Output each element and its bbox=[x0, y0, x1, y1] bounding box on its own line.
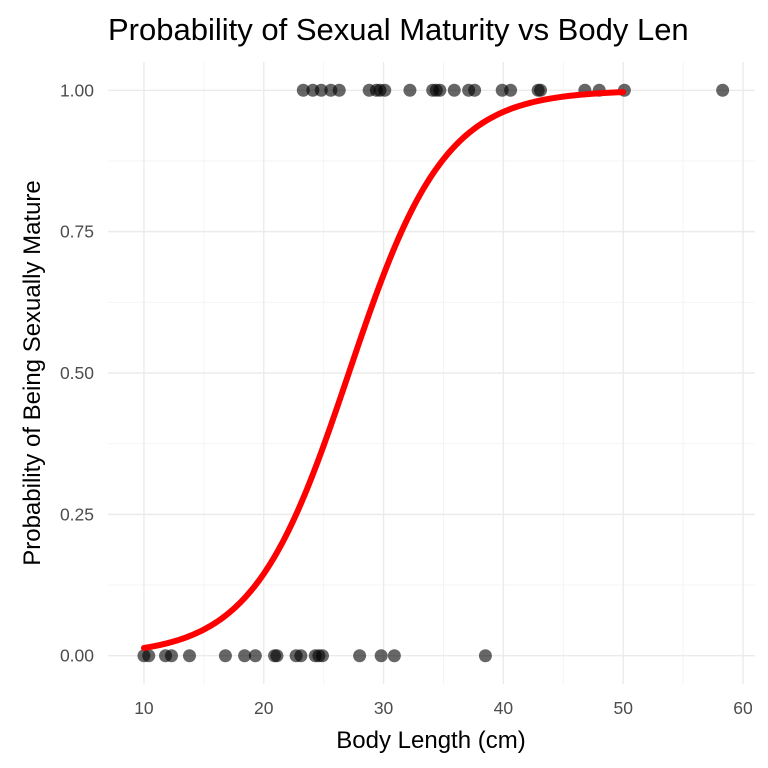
data-point bbox=[314, 83, 328, 97]
data-point bbox=[504, 83, 518, 97]
x-tick-label: 30 bbox=[374, 698, 394, 718]
data-point bbox=[218, 649, 232, 663]
data-point bbox=[315, 649, 329, 663]
x-tick-label: 50 bbox=[613, 698, 633, 718]
tick-labels: 10 20 30 40 50 60 0.00 0.25 0.50 0.75 1.00 bbox=[60, 80, 753, 718]
data-point bbox=[387, 649, 401, 663]
data-point bbox=[238, 649, 252, 663]
data-point bbox=[447, 83, 461, 97]
y-tick-label: 0.00 bbox=[60, 646, 94, 666]
y-tick-label: 0.75 bbox=[60, 222, 94, 242]
y-tick-label: 0.25 bbox=[60, 504, 94, 524]
data-point bbox=[332, 83, 346, 97]
data-point bbox=[478, 649, 492, 663]
data-point bbox=[353, 649, 367, 663]
logistic-curve-line bbox=[140, 89, 627, 651]
fitted-curve bbox=[140, 89, 627, 651]
data-point bbox=[142, 649, 156, 663]
data-point bbox=[378, 83, 392, 97]
data-point bbox=[374, 649, 388, 663]
data-point bbox=[403, 83, 417, 97]
data-point bbox=[294, 649, 308, 663]
chart-title: Probability of Sexual Maturity vs Body L… bbox=[108, 12, 689, 47]
scatter-points bbox=[137, 83, 730, 663]
x-axis-title: Body Length (cm) bbox=[336, 727, 525, 754]
x-tick-label: 10 bbox=[134, 698, 154, 718]
data-point bbox=[248, 649, 262, 663]
y-axis-title: Probability of Being Sexually Mature bbox=[19, 180, 46, 566]
x-tick-label: 60 bbox=[733, 698, 753, 718]
data-point bbox=[534, 83, 548, 97]
data-point bbox=[433, 83, 447, 97]
y-tick-label: 1.00 bbox=[60, 80, 94, 100]
data-point bbox=[270, 649, 284, 663]
data-point bbox=[716, 83, 730, 97]
data-point bbox=[296, 83, 310, 97]
data-point bbox=[165, 649, 179, 663]
x-tick-label: 20 bbox=[254, 698, 274, 718]
grid bbox=[108, 62, 755, 684]
data-point bbox=[182, 649, 196, 663]
x-tick-label: 40 bbox=[494, 698, 514, 718]
data-point bbox=[468, 83, 482, 97]
y-tick-label: 0.50 bbox=[60, 363, 94, 383]
